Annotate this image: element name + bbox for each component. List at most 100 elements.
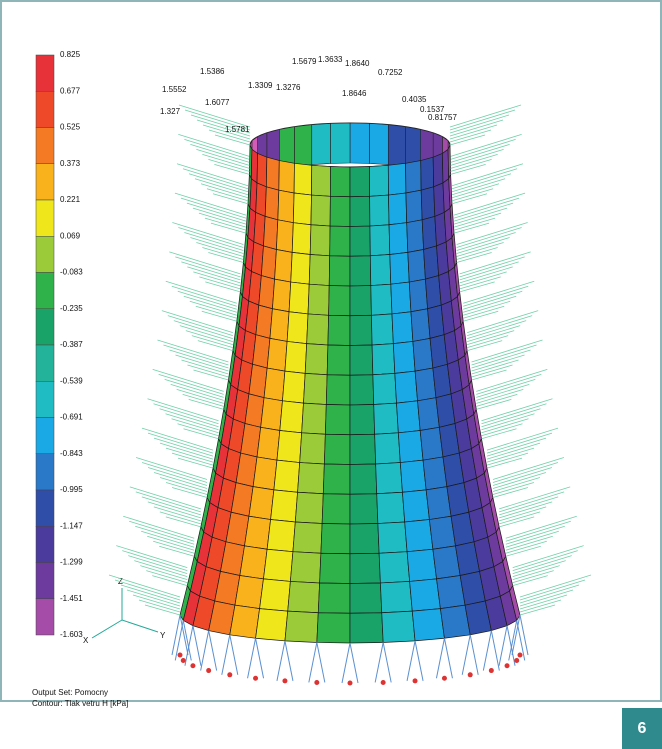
tower-panel	[294, 163, 312, 195]
tower-panel	[350, 583, 382, 613]
tower-panel	[350, 464, 377, 494]
tower-panel	[371, 284, 392, 315]
legend-swatch	[36, 91, 54, 127]
tower-panel	[298, 463, 325, 494]
tower-panel	[409, 279, 427, 312]
tower-panel	[288, 581, 320, 612]
tower-panel	[267, 520, 295, 552]
tower-panel	[305, 344, 328, 375]
tower-panel	[279, 161, 295, 193]
legend-label: -0.083	[60, 268, 83, 277]
tower-panel	[405, 520, 433, 552]
tower-panel	[293, 193, 311, 225]
tower-panel	[406, 190, 422, 222]
tower-panel	[276, 220, 293, 253]
tower-panel	[251, 149, 257, 183]
tower-panel	[442, 149, 448, 183]
tower-panel	[329, 286, 350, 316]
tower-panel	[415, 368, 436, 401]
legend-label: -0.539	[60, 376, 83, 385]
load-label: 1.5781	[225, 125, 250, 134]
tower-panel	[290, 552, 321, 583]
tower-panel	[370, 225, 390, 256]
tower-panel	[350, 167, 370, 197]
tower-panel	[389, 193, 407, 225]
tower-back-wall	[350, 123, 370, 163]
tower-panel	[398, 430, 423, 462]
legend-swatch	[36, 599, 54, 635]
support-node	[468, 672, 473, 677]
tower-panel	[448, 145, 451, 179]
support-node	[314, 680, 319, 685]
tower-panel	[260, 579, 291, 611]
legend-swatch	[36, 345, 54, 381]
support-node	[505, 663, 510, 668]
tower-panel	[303, 373, 327, 404]
tower-panel	[285, 611, 318, 642]
tower-panel	[422, 216, 436, 249]
load-label: 1.8646	[342, 89, 367, 98]
tower-panel	[325, 405, 350, 435]
tower-panel	[433, 153, 443, 186]
legend-swatch	[36, 273, 54, 309]
tower-panel	[245, 516, 271, 549]
support-node	[227, 672, 232, 677]
support-node	[489, 668, 494, 673]
tower-panel	[330, 226, 350, 256]
tower-panel	[307, 314, 329, 345]
tower-panel	[370, 195, 389, 226]
tower-panel	[235, 576, 264, 609]
load-label: 0.7252	[378, 68, 403, 77]
tower-panel	[350, 434, 376, 464]
load-label: 1.327	[160, 107, 181, 116]
legend-swatch	[36, 164, 54, 200]
tower-panel	[272, 279, 290, 312]
legend-label: 0.525	[60, 123, 81, 132]
tower-panel	[282, 371, 305, 403]
load-label: 1.5552	[162, 85, 187, 94]
tower-panel	[350, 494, 378, 524]
legend-swatch	[36, 200, 54, 236]
tower-panel	[350, 553, 380, 583]
tower-panel	[277, 430, 302, 462]
legend-swatch	[36, 563, 54, 599]
support-node	[206, 668, 211, 673]
tower-panel	[350, 196, 370, 226]
tower-panel	[350, 523, 379, 553]
tower-panel	[259, 276, 275, 309]
tower-panel	[379, 552, 410, 583]
tower-panel	[257, 153, 267, 186]
tower-panel	[350, 286, 371, 316]
tower-panel	[407, 549, 436, 581]
tower-panel	[261, 398, 283, 431]
tower-panel	[370, 165, 389, 196]
support-node	[253, 676, 258, 681]
tower-panel	[376, 463, 403, 494]
tower-back-wall	[370, 123, 389, 164]
tower-panel	[413, 338, 433, 371]
legend-label: 0.825	[60, 50, 81, 59]
tower-panel	[420, 427, 443, 460]
tower-panel	[292, 223, 311, 255]
tower-panel	[327, 345, 350, 375]
tower-panel	[256, 305, 273, 338]
tower-panel	[270, 309, 289, 342]
legend-label: -0.843	[60, 449, 83, 458]
tower-panel	[274, 460, 300, 492]
tower-panel	[323, 464, 350, 494]
tower-panel	[350, 256, 371, 286]
tower-panel	[371, 314, 393, 345]
tower-panel	[391, 282, 411, 314]
tower-panel	[302, 403, 327, 434]
support-node	[348, 681, 353, 686]
tower-panel	[388, 163, 406, 195]
tower-panel	[275, 249, 293, 282]
tower-panel	[263, 216, 277, 249]
legend-label: 0.069	[60, 231, 81, 240]
legend-swatch	[36, 309, 54, 345]
tower-panel	[249, 487, 274, 520]
tower-panel	[310, 225, 330, 256]
tower-panel	[265, 187, 279, 220]
tower-panel	[263, 549, 292, 581]
tower-panel	[350, 375, 374, 405]
